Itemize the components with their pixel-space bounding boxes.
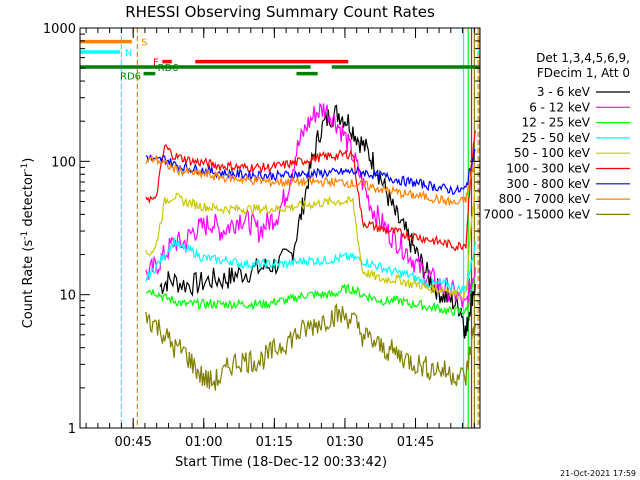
series-line-2 xyxy=(145,277,476,317)
legend: Det 1,3,4,5,6,9, FDecim 1, Att 0 3 - 6 k… xyxy=(483,51,630,221)
legend-label-0: 3 - 6 keV xyxy=(537,85,591,99)
plot-frame xyxy=(79,27,481,429)
legend-header-1: Det 1,3,4,5,6,9, xyxy=(536,51,630,65)
x-tick-label-3: 01:30 xyxy=(326,435,363,450)
y-axis-label-main: Count Rate (s xyxy=(21,240,36,329)
annotation-2: F xyxy=(153,58,159,69)
series-group xyxy=(145,102,476,391)
series-line-8 xyxy=(145,302,476,391)
y-axis-label-end: ) xyxy=(21,158,36,163)
legend-label-8: 7000 - 15000 keV xyxy=(483,207,590,221)
legend-header-2: FDecim 1, Att 0 xyxy=(537,66,630,80)
x-axis-label: Start Time (18-Dec-12 00:33:42) xyxy=(175,455,387,470)
legend-label-1: 6 - 12 keV xyxy=(529,100,591,114)
x-tick-label-2: 01:15 xyxy=(256,435,293,450)
annotation-1: N xyxy=(125,48,132,59)
legend-label-4: 50 - 100 keV xyxy=(514,146,591,160)
annotation-0: S xyxy=(141,38,147,49)
x-tick-label-1: 01:00 xyxy=(185,435,222,450)
annotation-3: RD6 xyxy=(158,63,179,74)
y-axis-label: Count Rate (s-1 detector-1) xyxy=(20,158,36,329)
svg-text:Count Rate (s-1 detector-1): Count Rate (s-1 detector-1) xyxy=(20,158,36,329)
chart-title: RHESSI Observing Summary Count Rates xyxy=(125,3,435,21)
status-bars xyxy=(80,39,480,76)
series-line-6 xyxy=(145,147,476,196)
y-tick-label-2: 100 xyxy=(51,155,76,170)
legend-label-2: 12 - 25 keV xyxy=(522,116,591,130)
x-axis: 00:45 01:00 01:15 01:30 01:45 xyxy=(85,28,475,450)
legend-label-3: 25 - 50 keV xyxy=(522,131,591,145)
series-line-3 xyxy=(145,237,476,296)
legend-label-7: 800 - 7000 keV xyxy=(499,192,591,206)
y-tick-label-3: 1000 xyxy=(43,22,76,37)
x-tick-label-4: 01:45 xyxy=(397,435,434,450)
series-line-0 xyxy=(159,104,476,339)
y-axis-label-mid: detector xyxy=(21,171,36,231)
y-axis-label-sup1: -1 xyxy=(20,231,30,240)
legend-label-5: 100 - 300 keV xyxy=(506,162,590,176)
series-line-5 xyxy=(145,130,476,252)
y-axis: 1 10 100 1000 xyxy=(43,22,480,437)
x-tick-label-0: 00:45 xyxy=(114,435,151,450)
series-line-7 xyxy=(145,153,476,206)
y-tick-label-0: 1 xyxy=(68,422,76,437)
footer-date: 21-Oct-2021 17:59 xyxy=(560,469,636,478)
y-tick-label-1: 10 xyxy=(59,289,76,304)
legend-label-6: 300 - 800 keV xyxy=(506,177,590,191)
y-axis-label-sup2: -1 xyxy=(20,163,30,172)
series-line-1 xyxy=(145,102,476,308)
series-line-4 xyxy=(145,190,476,300)
vertical-markers xyxy=(120,28,481,428)
annotation-4: RD6 xyxy=(120,72,141,83)
